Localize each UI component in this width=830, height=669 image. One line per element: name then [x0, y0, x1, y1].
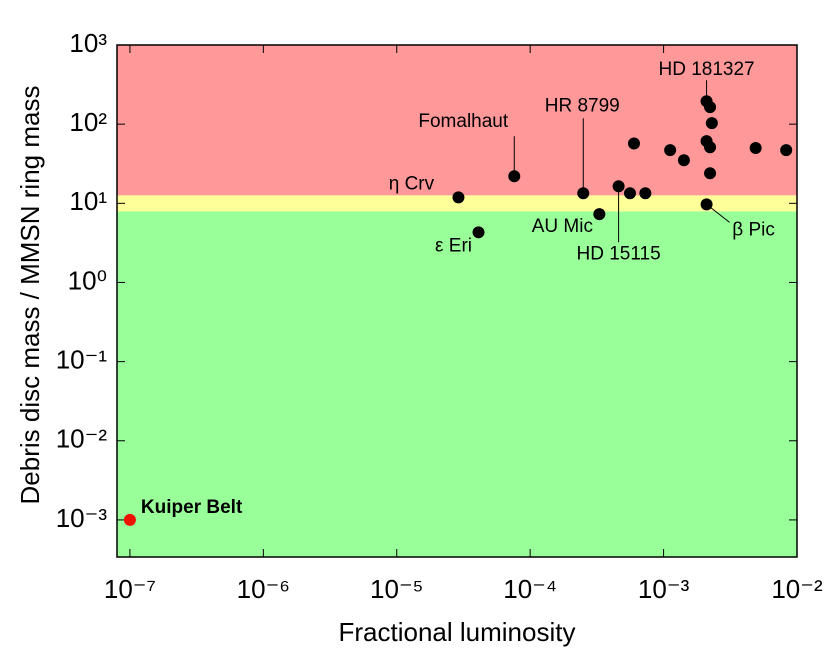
point — [472, 226, 485, 239]
point — [593, 208, 606, 221]
point — [623, 187, 636, 200]
series-label: Kuiper Belt — [141, 497, 243, 518]
x-axis-title: Fractional luminosity — [339, 617, 576, 647]
x-tick-label: 10⁻⁵ — [370, 574, 423, 604]
point-label: β Pic — [732, 219, 775, 240]
point — [704, 141, 717, 154]
leader-line — [706, 203, 730, 223]
point — [123, 513, 136, 526]
band — [117, 211, 797, 557]
y-tick-label: 10⁻¹ — [56, 344, 108, 374]
y-tick-label: 10¹ — [69, 186, 107, 216]
point — [704, 101, 717, 114]
y-tick-label: 10⁰ — [68, 265, 107, 295]
point — [627, 137, 640, 150]
y-tick-label: 10⁻³ — [56, 503, 108, 533]
y-tick-label: 10³ — [69, 28, 107, 58]
x-tick-label: 10⁻⁴ — [503, 574, 557, 604]
x-tick-label: 10⁻³ — [638, 574, 690, 604]
bands — [117, 45, 797, 557]
point — [780, 144, 793, 157]
x-tick-label: 10⁻⁶ — [237, 574, 290, 604]
point — [452, 191, 465, 204]
y-axis-title: Debris disc mass / MMSN ring mass — [15, 86, 45, 505]
point — [639, 187, 652, 200]
point-label: HR 8799 — [545, 95, 620, 116]
point-label: ε Eri — [435, 235, 472, 256]
x-tick-label: 10⁻⁷ — [104, 574, 156, 604]
point-label: HD 15115 — [577, 243, 661, 264]
band — [117, 195, 797, 212]
y-tick-label: 10⁻² — [56, 424, 108, 454]
point-label: Fomalhaut — [418, 111, 508, 132]
plot-frame — [116, 44, 798, 558]
point — [704, 167, 717, 180]
point — [677, 154, 690, 167]
point — [664, 144, 677, 157]
point-label: HD 181327 — [659, 59, 755, 80]
y-tick-label: 10² — [69, 107, 107, 137]
point — [705, 117, 718, 130]
point-label: η Crv — [389, 173, 435, 194]
band — [117, 45, 797, 196]
x-tick-label: 10⁻² — [771, 574, 823, 604]
point — [749, 141, 762, 154]
point-label: AU Mic — [532, 216, 593, 237]
